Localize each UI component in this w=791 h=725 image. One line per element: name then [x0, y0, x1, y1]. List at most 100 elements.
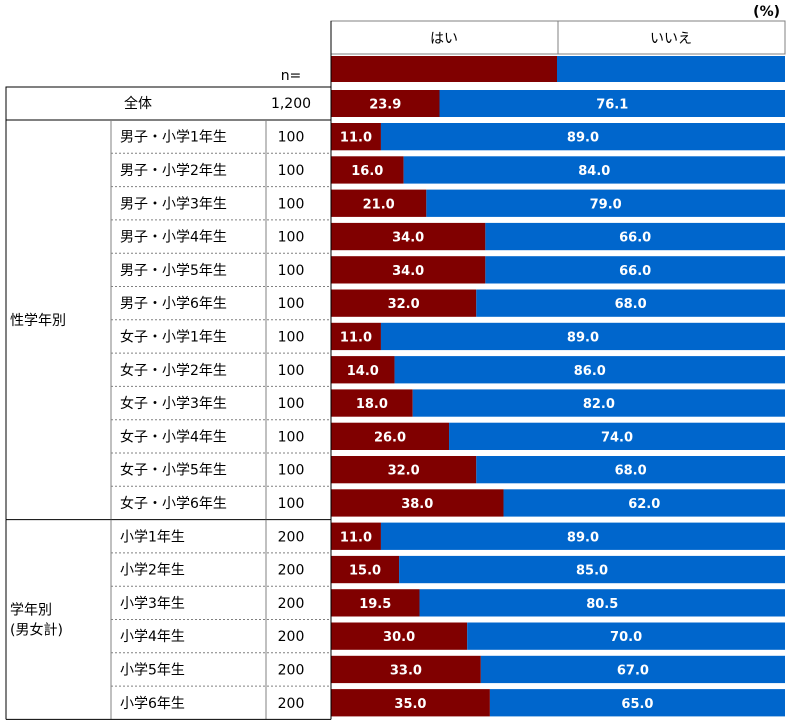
bar-yes-6	[331, 289, 477, 317]
bar-no-10	[449, 422, 785, 450]
value-label-yes-17: 33.0	[390, 663, 422, 678]
bar-no-11	[476, 456, 785, 484]
bar-no-9	[412, 389, 785, 417]
row-label: 小学4年生	[120, 629, 185, 645]
bar-yes-18	[331, 689, 490, 717]
value-label-yes-0: 23.9	[369, 98, 401, 113]
row-label: 男子・小学5年生	[120, 263, 227, 279]
value-label-no-0: 76.1	[596, 98, 628, 113]
row-label: 女子・小学5年生	[120, 462, 227, 479]
bar-no-0	[439, 90, 785, 117]
row-n: 200	[278, 629, 305, 645]
n-header: n=	[281, 68, 302, 84]
value-label-no-15: 80.5	[586, 597, 618, 612]
value-label-yes-5: 34.0	[392, 264, 424, 279]
row-n: 200	[278, 696, 305, 712]
value-label-no-17: 67.0	[617, 663, 649, 678]
row-n: 200	[278, 529, 305, 545]
group-label: (男女計)	[10, 622, 63, 639]
row-n: 100	[278, 163, 305, 179]
row-label: 小学2年生	[120, 563, 185, 579]
row-n: 200	[278, 662, 305, 678]
row-n: 100	[278, 196, 305, 212]
bar-yes-15	[331, 589, 420, 617]
value-label-no-10: 74.0	[601, 430, 633, 445]
bar-no-1	[380, 123, 785, 151]
row-label: 小学3年生	[120, 596, 185, 612]
bar-no-15	[419, 589, 785, 617]
row-n: 100	[278, 363, 305, 379]
row-label: 女子・小学6年生	[120, 495, 227, 512]
row-label: 女子・小学2年生	[120, 362, 227, 379]
value-label-no-9: 82.0	[583, 397, 615, 412]
row-label: 女子・小学1年生	[120, 328, 227, 345]
bar-yes-13	[331, 522, 381, 550]
value-label-no-6: 68.0	[615, 297, 647, 312]
bar-no-2	[403, 156, 785, 184]
bar-yes-8	[331, 356, 395, 384]
bar-yes-7	[331, 322, 381, 351]
bar-no-5	[485, 256, 785, 284]
value-label-yes-12: 38.0	[401, 497, 433, 512]
legend-no-label: いいえ	[650, 31, 692, 47]
group-label: 学年別	[10, 603, 52, 619]
bar-yes-12	[331, 489, 504, 517]
row-n: 100	[278, 130, 305, 146]
row-label: 男子・小学1年生	[120, 130, 227, 146]
value-label-yes-6: 32.0	[388, 297, 420, 312]
bar-yes-14	[331, 555, 400, 584]
value-label-yes-11: 32.0	[388, 464, 420, 479]
value-label-yes-4: 34.0	[392, 231, 424, 246]
value-label-yes-1: 11.0	[340, 131, 372, 146]
bar-yes-5	[331, 256, 486, 284]
value-label-no-13: 89.0	[567, 530, 599, 545]
legend-yes-swatch	[331, 56, 557, 82]
row-n: 100	[278, 496, 305, 512]
value-label-yes-16: 30.0	[383, 630, 415, 645]
row-label: 男子・小学4年生	[120, 230, 227, 246]
row-n: 100	[278, 429, 305, 445]
bar-yes-10	[331, 422, 450, 450]
bar-yes-3	[331, 189, 427, 217]
bar-no-4	[485, 222, 785, 251]
value-label-yes-2: 16.0	[351, 164, 383, 179]
value-label-yes-10: 26.0	[374, 430, 406, 445]
value-label-no-18: 65.0	[621, 697, 653, 712]
bar-no-14	[399, 555, 785, 584]
value-label-no-16: 70.0	[610, 630, 642, 645]
value-label-no-14: 85.0	[576, 564, 608, 579]
value-label-yes-18: 35.0	[394, 697, 426, 712]
value-label-no-7: 89.0	[567, 330, 599, 345]
value-label-yes-15: 19.5	[359, 597, 391, 612]
bar-yes-9	[331, 389, 413, 417]
bar-yes-17	[331, 655, 481, 684]
row-label: 男子・小学2年生	[120, 163, 227, 179]
bar-no-17	[480, 655, 785, 684]
bar-no-16	[467, 622, 785, 650]
bar-yes-0	[331, 90, 440, 117]
value-label-no-2: 84.0	[578, 164, 610, 179]
row-n: 100	[278, 263, 305, 279]
row-n: 200	[278, 563, 305, 579]
value-label-no-5: 66.0	[619, 264, 651, 279]
row-n: 100	[278, 396, 305, 412]
value-label-no-1: 89.0	[567, 131, 599, 146]
value-label-yes-13: 11.0	[340, 530, 372, 545]
row-label: 小学6年生	[120, 696, 185, 712]
value-label-no-4: 66.0	[619, 231, 651, 246]
total-label: 全体	[124, 95, 152, 112]
row-n: 100	[278, 230, 305, 246]
value-label-yes-8: 14.0	[347, 364, 379, 379]
row-label: 小学1年生	[120, 529, 185, 545]
bar-no-3	[426, 189, 785, 217]
bar-no-18	[489, 689, 785, 717]
bar-yes-16	[331, 622, 468, 650]
row-label: 男子・小学6年生	[120, 296, 227, 312]
row-n: 100	[278, 463, 305, 479]
row-label: 男子・小学3年生	[120, 196, 227, 212]
legend-no-swatch	[557, 56, 785, 82]
value-label-yes-7: 11.0	[340, 330, 372, 345]
group-label: 性学年別	[10, 313, 66, 329]
bar-no-8	[394, 356, 785, 384]
total-n: 1,200	[271, 96, 311, 112]
